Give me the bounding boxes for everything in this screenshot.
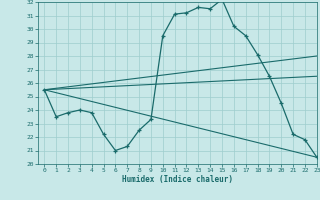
X-axis label: Humidex (Indice chaleur): Humidex (Indice chaleur) — [122, 175, 233, 184]
